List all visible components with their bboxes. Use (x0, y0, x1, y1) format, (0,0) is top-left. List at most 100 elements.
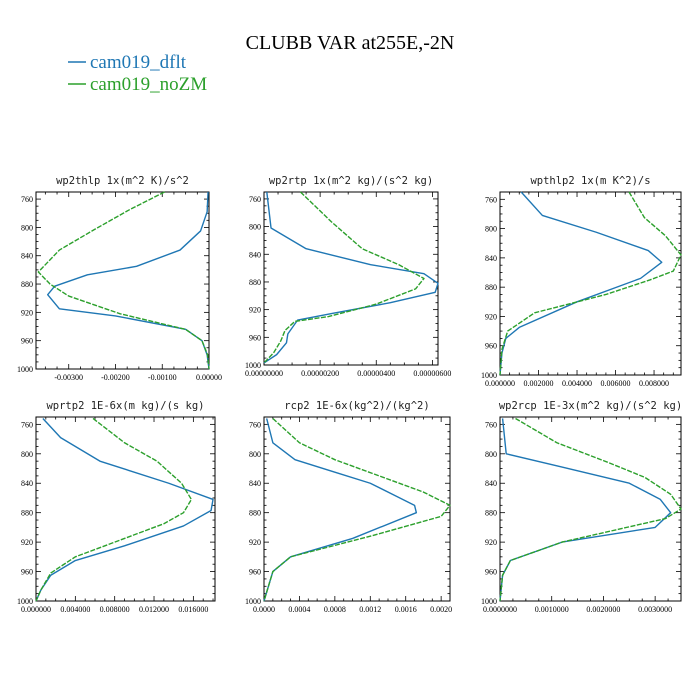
x-tick-label: 0.012000 (139, 605, 169, 614)
x-tick-label: 0.008000 (639, 379, 669, 388)
y-tick-label: 840 (485, 479, 497, 488)
x-tick-label: -0.00200 (101, 373, 130, 382)
legend-label-nozm: cam019_noZM (90, 74, 207, 95)
x-tick-label: 0.0030000 (638, 605, 672, 614)
x-tick-label: 0.0020000 (586, 605, 620, 614)
y-tick-label: 800 (485, 450, 497, 459)
y-tick-label: 760 (21, 420, 33, 429)
series-line-nozm (499, 417, 682, 602)
y-tick-label: 840 (249, 479, 261, 488)
y-tick-label: 1000 (481, 371, 497, 380)
x-tick-label: 0.008000 (100, 605, 130, 614)
x-tick-label: 0.0000 (253, 605, 275, 614)
y-tick-label: 880 (485, 283, 497, 292)
y-tick-label: 880 (249, 278, 261, 287)
x-tick-label: 0.00000000 (245, 369, 283, 378)
y-tick-label: 960 (485, 568, 497, 577)
y-tick-label: 880 (249, 509, 261, 518)
y-tick-label: 920 (249, 306, 261, 315)
x-tick-label: 0.0010000 (535, 605, 569, 614)
y-tick-label: 920 (249, 538, 261, 547)
y-tick-label: 800 (249, 223, 261, 232)
y-tick-label: 960 (249, 568, 261, 577)
legend: cam019_dflt cam019_noZM (68, 52, 207, 95)
y-tick-label: 840 (249, 250, 261, 259)
y-tick-label: 800 (21, 223, 33, 232)
y-tick-label: 1000 (481, 597, 497, 606)
plot-frame (35, 416, 216, 602)
x-tick-label: 0.002000 (524, 379, 554, 388)
x-tick-label: 0.0012 (359, 605, 381, 614)
panel-3: wpthlp2 1x(m K^2)/s 760 800 840 880 920 960 100… (481, 175, 682, 388)
y-tick-label: 920 (21, 308, 33, 317)
series-line-dflt (499, 418, 672, 602)
x-tick-label: 0.000000 (21, 605, 51, 614)
plot-frame (499, 191, 682, 376)
panel-title: wprtp2 1E-6x(m kg)/(s kg) (46, 400, 204, 412)
panel-4: wprtp2 1E-6x(m kg)/(s kg) 760 800 840 880 920… (17, 400, 216, 614)
panel-title: wp2rcp 1E-3x(m^2 kg)/(s^2 kg) (499, 400, 682, 412)
y-tick-label: 800 (21, 450, 33, 459)
x-tick-label: 0.00000400 (357, 369, 395, 378)
y-tick-label: 1000 (245, 597, 261, 606)
x-tick-label: 0.00000200 (301, 369, 339, 378)
series-line-nozm (35, 417, 193, 602)
legend-label-dflt: cam019_dflt (90, 52, 187, 73)
panel-2: wp2rtp 1x(m^2 kg)/(s^2 kg) 760 800 840 880 92… (245, 175, 451, 378)
series-line-nozm (263, 417, 451, 602)
x-tick-label: 0.00000 (196, 373, 222, 382)
plot-frame (263, 191, 439, 366)
x-tick-label: 0.0008 (324, 605, 346, 614)
series-line-dflt (263, 418, 418, 602)
y-tick-label: 920 (485, 312, 497, 321)
x-tick-label: 0.0016 (395, 605, 417, 614)
y-tick-label: 760 (485, 195, 497, 204)
panel-6: wp2rcp 1E-3x(m^2 kg)/(s^2 kg)760 800 840 88… (481, 400, 682, 614)
panel-title: rcp2 1E-6x(kg^2)/(kg^2) (284, 400, 429, 412)
y-tick-label: 760 (249, 195, 261, 204)
x-tick-label: -0.00100 (148, 373, 177, 382)
panel-title: wpthlp2 1x(m K^2)/s (530, 175, 650, 187)
y-tick-label: 760 (485, 420, 497, 429)
x-tick-label: 0.000000 (485, 379, 515, 388)
y-tick-label: 920 (485, 538, 497, 547)
y-tick-label: 880 (21, 509, 33, 518)
series-line-nozm (37, 191, 210, 370)
x-tick-label: 0.004000 (562, 379, 592, 388)
y-tick-label: 1000 (17, 365, 33, 374)
panel-title: wp2rtp 1x(m^2 kg)/(s^2 kg) (269, 175, 433, 187)
y-tick-label: 960 (21, 568, 33, 577)
figure-title: CLUBB VAR at255E,-2N (246, 32, 455, 54)
x-tick-label: -0.00300 (54, 373, 83, 382)
x-tick-label: 0.0000000 (483, 605, 517, 614)
y-tick-label: 760 (249, 420, 261, 429)
y-tick-label: 960 (21, 337, 33, 346)
x-tick-label: 0.004000 (60, 605, 90, 614)
series-line-dflt (263, 191, 439, 364)
y-tick-label: 760 (21, 195, 33, 204)
y-tick-label: 960 (249, 333, 261, 342)
y-tick-label: 800 (485, 225, 497, 234)
y-tick-label: 840 (21, 252, 33, 261)
panel-1: wp2thlp 1x(m^2 K)/s^2 760 800 840 880 920 960 1… (17, 175, 222, 382)
x-tick-label: 0.016000 (178, 605, 208, 614)
x-tick-label: 0.0004 (288, 605, 310, 614)
y-tick-label: 920 (21, 538, 33, 547)
series-line-dflt (46, 191, 210, 370)
plot-frame (263, 416, 451, 602)
y-tick-label: 840 (485, 254, 497, 263)
panels: wp2thlp 1x(m^2 K)/s^2 760 800 840 880 920 960 1… (17, 175, 682, 614)
x-tick-label: 0.0020 (430, 605, 452, 614)
x-tick-label: 0.00000600 (413, 369, 451, 378)
y-tick-label: 960 (485, 342, 497, 351)
panel-5: rcp2 1E-6x(kg^2)/(kg^2) 760 800 840 880 920 96… (245, 400, 452, 614)
plot-frame (499, 416, 682, 602)
series-line-nozm (263, 191, 425, 364)
y-tick-label: 880 (21, 280, 33, 289)
y-tick-label: 880 (485, 509, 497, 518)
y-tick-label: 1000 (245, 361, 261, 370)
series-line-nozm (499, 191, 682, 376)
panel-title: wp2thlp 1x(m^2 K)/s^2 (56, 175, 189, 187)
y-tick-label: 800 (249, 450, 261, 459)
